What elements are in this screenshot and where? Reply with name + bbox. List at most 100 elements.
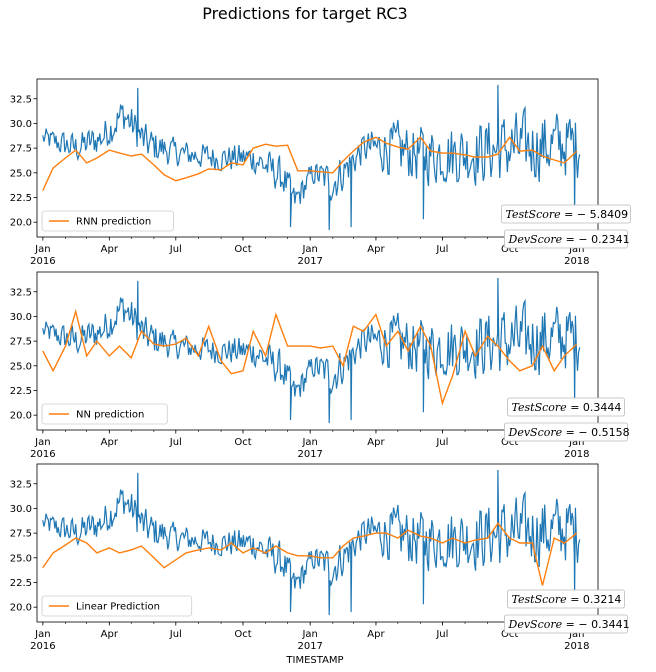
panel-1-x-tick-label-7: Oct xyxy=(501,244,518,255)
panel-3-y-tick-label-5: 32.5 xyxy=(10,479,32,490)
panel-3-x-tick-label-6: Jul xyxy=(435,629,448,640)
panel-3-legend-box xyxy=(41,595,193,617)
panel-1-dev-score-text: DevScore = − 0.2341 xyxy=(508,233,630,246)
panel-3-x-tick-label-5: Apr xyxy=(367,629,385,640)
panel-3-dev-score-box xyxy=(504,614,628,634)
panel-2-test-score-name: TestScore xyxy=(512,401,568,414)
panel-1-x-tick-label-2: Jul xyxy=(169,244,182,255)
panel-1-frame xyxy=(36,78,599,238)
x-axis-label: TIMESTAMP xyxy=(285,655,343,666)
panel-3-x-tick-label-7: Oct xyxy=(501,629,518,640)
panel-1-y-tick-label-3: 27.5 xyxy=(10,144,32,155)
panel-3-test-score-value: = 0.3214 xyxy=(567,593,622,606)
panel-3-x-tick-year-8: 2018 xyxy=(564,641,589,652)
panel-3-y-tick-label-0: 20.0 xyxy=(10,603,32,614)
panel-1-x-tick-label-3: Oct xyxy=(234,244,251,255)
panel-1-test-score-value: = − 5.8409 xyxy=(561,208,628,221)
panel-2-x-tick-label-4: Jan xyxy=(301,437,317,448)
panel-2-dev-score-text: DevScore = − 0.5158 xyxy=(508,426,630,439)
panel-1-legend: RNN prediction xyxy=(41,210,174,232)
panel-1-y-tick-label-2: 25.0 xyxy=(10,168,32,179)
panel-1-x-tick-year-0: 2016 xyxy=(30,256,55,267)
panel-2-y-tick-label-4: 30.0 xyxy=(10,312,32,323)
panel-2-x-tick-label-2: Jul xyxy=(169,437,182,448)
panel-1-x-tick-year-4: 2017 xyxy=(297,256,322,267)
panel-1-test-score-box xyxy=(501,204,631,224)
panel-3-y-tick-label-2: 25.0 xyxy=(10,553,32,564)
panel-3-y-tick-label-4: 30.0 xyxy=(10,504,32,515)
panel-1-x-tick-label-1: Apr xyxy=(101,244,119,255)
panel-1-dev-score-value: = − 0.2341 xyxy=(562,233,629,246)
panel-1-x-tick-label-5: Apr xyxy=(367,244,385,255)
panel-2-y-tick-label-0: 20.0 xyxy=(10,411,32,422)
panel-2-x-tick-label-0: Jan xyxy=(34,437,50,448)
panel-3-test-score-box xyxy=(507,589,625,609)
panel-1-actual-line xyxy=(42,84,581,231)
panel-1-x-tick-label-4: Jan xyxy=(301,244,317,255)
panel-1-y-tick-label-5: 32.5 xyxy=(10,94,32,105)
panel-3-x-tick-label-4: Jan xyxy=(301,629,317,640)
panel-3-x-tick-label-8: Jan xyxy=(568,629,584,640)
panel-2-test-score-text: TestScore = 0.3444 xyxy=(512,401,622,414)
panel-2-dev-score-box xyxy=(504,422,628,442)
panel-2-x-tick-label-7: Oct xyxy=(501,437,518,448)
panel-3-dev-score-value: = − 0.3441 xyxy=(562,618,629,631)
panel-3-x-tick-label-3: Oct xyxy=(234,629,251,640)
panel-1-x-tick-label-6: Jul xyxy=(435,244,448,255)
panel-2-legend-box xyxy=(41,403,168,425)
panel-2-x-tick-label-5: Apr xyxy=(367,437,385,448)
panel-2-y-tick-label-3: 27.5 xyxy=(10,337,32,348)
panel-1-dev-score-name: DevScore xyxy=(508,233,563,246)
panel-2-test-score-value: = 0.3444 xyxy=(567,401,622,414)
panel-3-dev-score-name: DevScore xyxy=(508,618,563,631)
panel-1-y-tick-label-0: 20.0 xyxy=(10,218,32,229)
panel-2-x-tick-year-0: 2016 xyxy=(30,449,55,460)
panel-1-prediction-line xyxy=(42,136,578,191)
panel-3-legend: Linear Prediction xyxy=(41,595,193,617)
panel-2-frame xyxy=(36,271,599,431)
panel-3-test-score-name: TestScore xyxy=(512,593,568,606)
panel-2-test-score-box xyxy=(507,397,625,417)
panel-1-test-score-name: TestScore xyxy=(506,208,562,221)
panel-3-x-tick-label-0: Jan xyxy=(34,629,50,640)
panel-1-test-score-text: TestScore = − 5.8409 xyxy=(506,208,629,221)
panel-3-dev-score-text: DevScore = − 0.3441 xyxy=(508,618,630,631)
panel-2-dev-score-name: DevScore xyxy=(508,426,563,439)
panel-3-test-score-text: TestScore = 0.3214 xyxy=(512,593,622,606)
panel-3-frame xyxy=(36,463,599,623)
panel-2-x-tick-label-8: Jan xyxy=(568,437,584,448)
panel-1-x-tick-label-8: Jan xyxy=(568,244,584,255)
panel-2-y-tick-label-2: 25.0 xyxy=(10,361,32,372)
panel-2-x-tick-year-4: 2017 xyxy=(297,449,322,460)
figure-title: Predictions for target RC3 xyxy=(202,4,407,23)
panel-2-x-tick-label-1: Apr xyxy=(101,437,119,448)
panel-1-legend-label: RNN prediction xyxy=(76,217,151,228)
panel-2-legend: NN prediction xyxy=(41,403,168,425)
panel-1-x-tick-year-8: 2018 xyxy=(564,256,589,267)
panel-1-dev-score-box xyxy=(504,229,628,249)
panel-2-prediction-line xyxy=(42,308,578,406)
panel-1-legend-box xyxy=(41,210,174,232)
panel-3-x-tick-label-2: Jul xyxy=(169,629,182,640)
panel-2-dev-score-value: = − 0.5158 xyxy=(562,426,629,439)
panel-2-x-tick-label-6: Jul xyxy=(435,437,448,448)
panel-3-x-tick-label-1: Apr xyxy=(101,629,119,640)
panel-3-y-tick-label-1: 22.5 xyxy=(10,578,32,589)
panel-2-y-tick-label-5: 32.5 xyxy=(10,287,32,298)
panel-3-x-tick-year-0: 2016 xyxy=(30,641,55,652)
panel-2-actual-line xyxy=(42,277,581,424)
panel-3-y-tick-label-3: 27.5 xyxy=(10,529,32,540)
panel-2-x-tick-label-3: Oct xyxy=(234,437,251,448)
panel-2-x-tick-year-8: 2018 xyxy=(564,449,589,460)
panel-3-prediction-line xyxy=(42,522,578,586)
panel-2-legend-label: NN prediction xyxy=(76,410,144,421)
panel-3-x-tick-year-4: 2017 xyxy=(297,641,322,652)
panel-1-y-tick-label-4: 30.0 xyxy=(10,119,32,130)
panel-3-legend-label: Linear Prediction xyxy=(76,602,160,613)
panel-1-y-tick-label-1: 22.5 xyxy=(10,193,32,204)
panel-1-x-tick-label-0: Jan xyxy=(34,244,50,255)
panel-2-y-tick-label-1: 22.5 xyxy=(10,386,32,397)
